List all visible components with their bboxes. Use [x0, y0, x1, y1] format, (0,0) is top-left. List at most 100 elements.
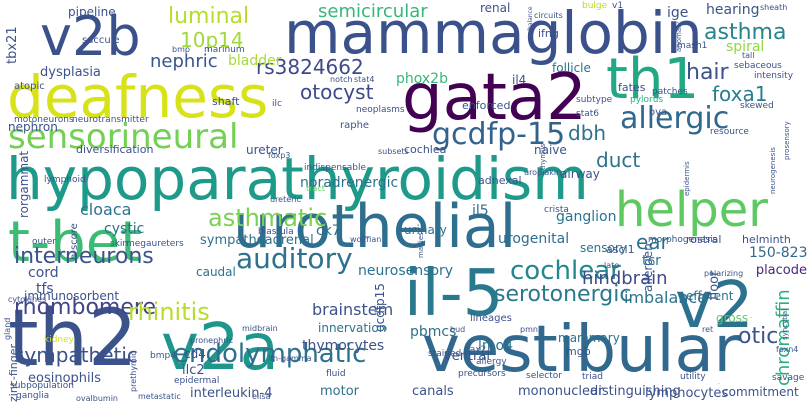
- word: cord: [28, 265, 59, 281]
- word: cochlear: [510, 256, 621, 286]
- word: pet1: [750, 318, 753, 319]
- word: ifng: [538, 27, 559, 40]
- word: blastula: [258, 227, 294, 237]
- word: ganglia: [16, 391, 50, 401]
- word: pmn: [520, 325, 538, 334]
- word: tcr: [642, 253, 661, 269]
- word: tract: [306, 184, 325, 193]
- word: gland: [3, 317, 12, 340]
- word: ilc2: [182, 363, 205, 378]
- word: v2: [675, 269, 754, 343]
- word: stained: [428, 349, 462, 359]
- word: syncytial: [781, 308, 789, 340]
- word: midbrain: [242, 324, 278, 333]
- word: resource: [710, 127, 749, 137]
- word: stat6: [576, 109, 599, 119]
- word: foxa1: [712, 82, 768, 106]
- word: subsets: [378, 147, 409, 156]
- word: fluid: [326, 369, 346, 379]
- word: skewed: [740, 101, 774, 111]
- word: spiral: [726, 39, 765, 55]
- word: il5: [472, 203, 489, 219]
- word: neurotransmitter: [72, 115, 149, 125]
- word: hair: [686, 60, 729, 85]
- word: late: [604, 261, 620, 270]
- word: cystic: [104, 221, 145, 237]
- word: neurogenesis: [769, 147, 777, 194]
- word: lineages: [470, 313, 512, 324]
- word: il4: [512, 73, 527, 87]
- word: caudal: [196, 265, 236, 279]
- word: raphe: [340, 120, 370, 131]
- word: gross: [716, 311, 749, 325]
- word: gata2: [402, 61, 587, 135]
- word: epidermis: [683, 161, 691, 196]
- word: ovalbumin: [76, 394, 118, 403]
- word: mononuclear: [518, 384, 604, 399]
- word: hindbrain: [582, 268, 668, 289]
- word: tfs: [36, 281, 54, 297]
- word: cloaca: [80, 200, 132, 219]
- word: serotonergic: [494, 282, 632, 307]
- word: v1: [612, 1, 624, 11]
- word: morphogenesis: [648, 235, 718, 245]
- word: bladder: [228, 53, 282, 69]
- word: pax2: [464, 345, 487, 355]
- word: subtype: [576, 95, 613, 105]
- word: mgb: [566, 345, 591, 358]
- word: metastatic: [138, 392, 181, 401]
- word: otic: [738, 324, 779, 349]
- word: fates: [618, 81, 646, 94]
- word: adnexal: [478, 174, 522, 187]
- word: distinguishing: [590, 384, 681, 399]
- word: pylorus: [630, 95, 664, 105]
- word: ifn-gamma: [268, 354, 312, 363]
- word: rhinitis: [128, 298, 210, 326]
- word: epidermal: [174, 376, 220, 386]
- word: allergy: [476, 357, 507, 367]
- word: circuits: [534, 11, 563, 20]
- word: enforced: [462, 99, 511, 112]
- word: naive: [534, 143, 567, 157]
- word: th2: [8, 294, 138, 384]
- word: hearing: [706, 2, 760, 18]
- word: motoneurons: [14, 115, 74, 125]
- word: interleukin-4: [190, 386, 273, 401]
- word: polarizing: [704, 269, 744, 278]
- word: nephric: [150, 51, 218, 72]
- word: sensorineural: [8, 117, 239, 157]
- word: semicircular: [318, 1, 428, 22]
- word: il-5: [404, 257, 504, 331]
- word: prosensory: [783, 121, 791, 160]
- word: utility: [680, 372, 706, 382]
- word: diversification: [76, 143, 154, 156]
- word: commitment: [722, 385, 799, 399]
- word: auditory: [236, 242, 353, 275]
- word: urogenital: [498, 231, 570, 247]
- word: crista: [544, 205, 569, 215]
- word: renal: [480, 1, 511, 15]
- word: bmp: [172, 45, 190, 54]
- word: eosinophils: [28, 371, 102, 386]
- word: mash1: [677, 41, 708, 51]
- word: neurosensory: [358, 263, 454, 279]
- word: endolymphatic: [173, 339, 367, 369]
- word: deafness: [7, 63, 269, 131]
- word: indispensable: [304, 163, 367, 173]
- word: cd4: [184, 347, 206, 361]
- word: bulge: [582, 1, 608, 11]
- word: noradrenergic: [300, 175, 399, 191]
- word: wolffian: [350, 235, 382, 244]
- word: elisa: [252, 392, 271, 401]
- word: pipeline: [68, 5, 116, 19]
- word: notch: [330, 75, 353, 84]
- word: uroplakin: [524, 168, 562, 177]
- word: stat4: [354, 75, 375, 84]
- word: ureteric: [270, 195, 302, 204]
- word: bmp4: [150, 351, 176, 361]
- word: t-bet: [8, 210, 143, 275]
- word: hypoparathyroidism: [6, 145, 589, 213]
- word: 150-823: [749, 245, 808, 261]
- word: selector: [526, 371, 562, 381]
